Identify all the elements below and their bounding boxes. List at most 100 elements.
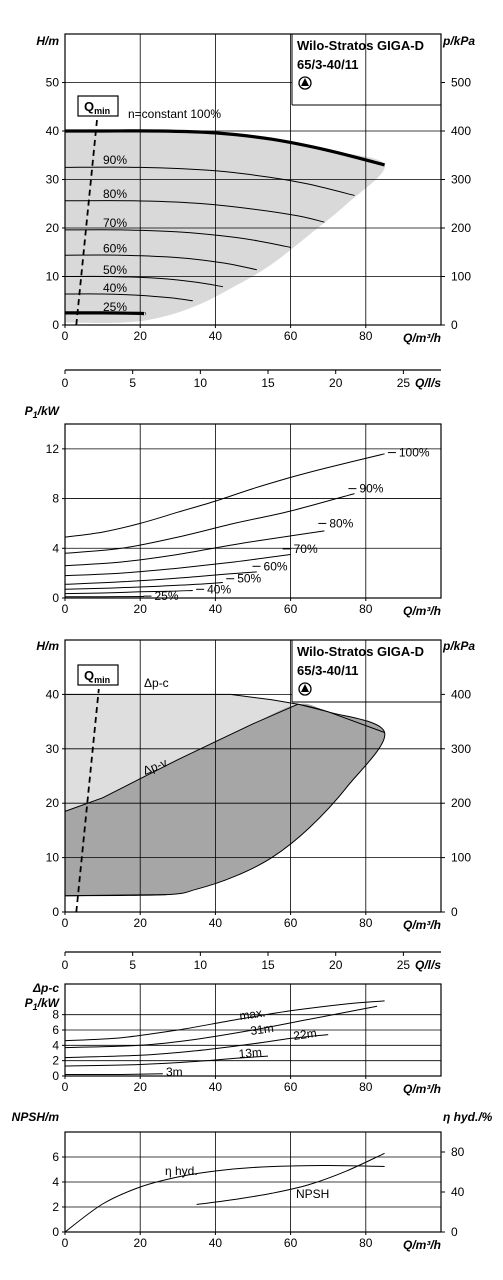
hq-series-line <box>64 200 325 223</box>
power2-series-label: 13m <box>238 1045 262 1061</box>
power2-x-tick-label: 20 <box>134 1080 148 1094</box>
power2-y-tick-label: 6 <box>52 1023 59 1037</box>
hq-series-line <box>64 275 223 288</box>
power-series-line <box>64 554 291 577</box>
hq-series-label: 40% <box>103 281 127 295</box>
power-series-line <box>64 493 355 554</box>
npsh-y2-tick-label: 80 <box>451 1145 465 1159</box>
power-series-line <box>64 582 223 590</box>
power-series-label: 40% <box>207 582 231 596</box>
power2-y-axis-unit: /kW <box>37 996 61 1010</box>
hq-series-label: 90% <box>103 153 127 167</box>
qls2-tick-label: 25 <box>397 958 411 972</box>
hq2-x-tick-label: 80 <box>359 916 373 930</box>
power2-y-tick-label: 8 <box>52 1008 59 1022</box>
npsh-y-axis-label: NPSH/m <box>12 1110 60 1124</box>
hq2-x-tick-label: 60 <box>284 916 298 930</box>
power2-series-label: 31m <box>249 1021 274 1038</box>
qls-tick-label: 25 <box>397 376 411 390</box>
power-series-label: 90% <box>359 482 383 496</box>
hq-y-tick-label: 20 <box>46 221 60 235</box>
npsh-x-tick-label: 20 <box>134 1236 148 1250</box>
power-y-axis-label: P1/kW <box>25 404 61 420</box>
power2-y-tick-label: 4 <box>52 1038 59 1052</box>
power2-x-tick-label: 0 <box>62 1080 69 1094</box>
hq2-y2-tick-label: 200 <box>451 796 471 810</box>
power-series-label: 70% <box>294 542 318 556</box>
npsh-x-tick-label: 0 <box>62 1236 69 1250</box>
hq-operating-region <box>65 130 385 323</box>
hq-y-tick-label: 0 <box>52 318 59 332</box>
hq2-y-tick-label: 0 <box>52 905 59 919</box>
hq2-x-tick-label: 40 <box>209 916 223 930</box>
power-y-tick-label: 4 <box>52 541 59 555</box>
power-series-line <box>64 571 257 585</box>
power-x-tick-label: 20 <box>134 602 148 616</box>
hq-series-line <box>65 129 385 167</box>
hq2-frame <box>64 639 442 913</box>
hq-y-tick-label: 40 <box>46 124 60 138</box>
hq-title: Wilo-Stratos GIGA-D <box>297 38 424 53</box>
hq2-series-label: Δp-c <box>144 676 169 690</box>
hq-series-label: 25% <box>103 300 127 314</box>
hq-y2-tick-label: 400 <box>451 124 471 138</box>
hq-grid <box>62 34 441 328</box>
hq-series-label: 50% <box>103 263 127 277</box>
qls2-tick-label: 10 <box>194 958 208 972</box>
power-y-tick-label: 0 <box>52 591 59 605</box>
power-series-line <box>64 530 325 567</box>
npsh-x-tick-label: 80 <box>359 1236 373 1250</box>
hq-y2-tick-label: 300 <box>451 173 471 187</box>
npsh-y-tick-label: 2 <box>52 1200 59 1214</box>
power-y-tick-label: 12 <box>46 442 60 456</box>
npsh-y-tick-label: 0 <box>52 1225 59 1239</box>
hq-qmin: Qmin <box>75 95 119 326</box>
hq-series-label: 60% <box>103 241 127 255</box>
qls-tick-label: 20 <box>329 376 343 390</box>
hq-series-line <box>64 229 291 248</box>
hq-x-tick-label: 20 <box>134 329 148 343</box>
hq2-qmin-box <box>77 664 119 686</box>
hq2-qmin: Qmin <box>75 664 119 913</box>
hq-y2-tick-label: 100 <box>451 270 471 284</box>
hq2-region-outline <box>64 703 386 897</box>
npsh-series-line <box>196 1152 385 1205</box>
power-frame <box>64 423 442 599</box>
hq-qmin-box <box>77 95 119 117</box>
hq2-light-region <box>65 694 299 812</box>
hq-y2-tick-label: 200 <box>451 221 471 235</box>
qls2-tick-label: 20 <box>329 958 343 972</box>
power2-x-axis-label: Q/m³/h <box>403 1082 441 1096</box>
power2-frame <box>64 983 442 1077</box>
power2-y-axis-label: P1/kW <box>25 996 61 1012</box>
power2-series-line <box>64 1073 163 1076</box>
hq-qmin-line <box>75 101 100 326</box>
hq-x-tick-label: 40 <box>209 329 223 343</box>
hq2-y-tick-label: 40 <box>46 687 60 701</box>
power2-series-line <box>64 1034 329 1059</box>
hq-y2-axis-label: p/kPa <box>442 34 475 48</box>
power-y-axis-sub: 1 <box>33 410 38 420</box>
hq2-y2-tick-label: 400 <box>451 687 471 701</box>
qls2-tick-label: 15 <box>261 958 275 972</box>
power-x-tick-label: 60 <box>284 602 298 616</box>
hq2-y2-axis-label: p/kPa <box>442 639 475 653</box>
qls-tick-label: 15 <box>261 376 275 390</box>
power2-series-line <box>64 1005 378 1049</box>
hq2-y-tick-label: 30 <box>46 742 60 756</box>
hq-x-tick-label: 80 <box>359 329 373 343</box>
hq2-dark-region <box>65 703 385 896</box>
power-x-axis-label: Q/m³/h <box>403 604 441 618</box>
npsh-series-label: η hyd. <box>165 1164 198 1178</box>
qls-tick-label: 0 <box>62 376 69 390</box>
qls2-tick-label: 5 <box>129 958 136 972</box>
power2-y-tick-label: 2 <box>52 1054 59 1068</box>
hq-series-line <box>64 254 257 271</box>
power2-series-label: max. <box>238 1005 266 1022</box>
qls2-axis-label: Q/l/s <box>415 958 441 972</box>
hq2-y-axis-label: H/m <box>36 639 59 653</box>
hq2-qmin-line <box>75 688 100 913</box>
power2-series-line <box>64 1055 269 1067</box>
power-x-tick-label: 0 <box>62 602 69 616</box>
power-y-axis-unit: /kW <box>37 404 61 418</box>
